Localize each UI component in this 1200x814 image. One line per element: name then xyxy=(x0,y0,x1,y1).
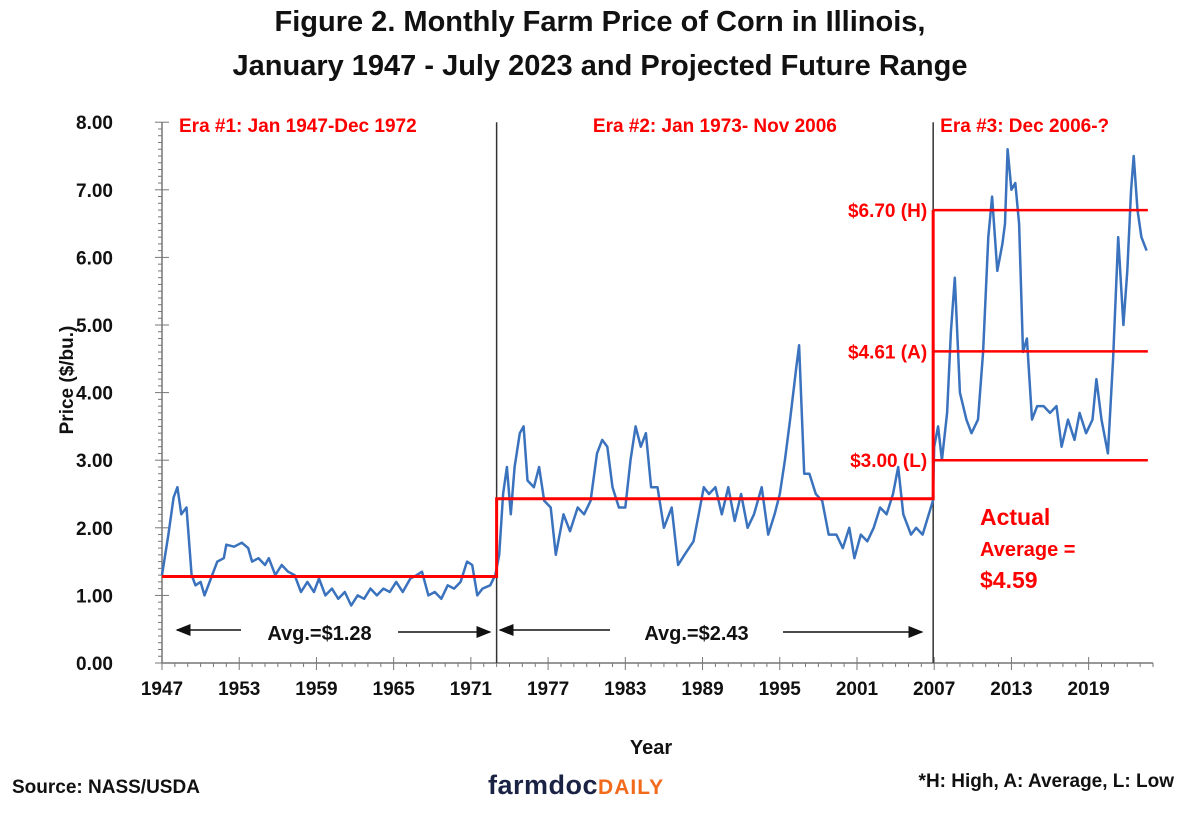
x-axis-label: Year xyxy=(630,737,672,759)
y-tick-label: 1.00 xyxy=(76,586,113,607)
x-tick-label: 1977 xyxy=(527,679,569,700)
y-tick-label: 6.00 xyxy=(76,248,113,269)
projected-range-label: $3.00 (L) xyxy=(850,451,927,472)
y-tick-label: 7.00 xyxy=(76,181,113,202)
projected-range-label: $6.70 (H) xyxy=(848,201,927,222)
y-tick-label: 3.00 xyxy=(76,451,113,472)
average-label: Avg.=$2.43 xyxy=(644,623,748,645)
farmdoc-daily-logo: farmdocDAILY xyxy=(488,770,665,800)
y-tick-label: 4.00 xyxy=(76,384,113,405)
y-tick-label: 5.00 xyxy=(76,316,113,337)
era-label: Era #3: Dec 2006-? xyxy=(940,116,1109,137)
era-label: Era #2: Jan 1973- Nov 2006 xyxy=(593,116,837,137)
actual-average-value: $4.59 xyxy=(980,567,1038,593)
x-tick-label: 2007 xyxy=(913,679,955,700)
projected-range-label: $4.61 (A) xyxy=(848,342,927,363)
price-series-line xyxy=(160,147,1148,607)
x-tick-label: 2013 xyxy=(990,679,1032,700)
y-axis-label: Price ($/bu.) xyxy=(57,326,78,435)
x-tick-label: 1953 xyxy=(218,679,260,700)
x-tick-label: 1947 xyxy=(141,679,183,700)
source-note: Source: NASS/USDA xyxy=(12,777,200,798)
legend-note: *H: High, A: Average, L: Low xyxy=(918,771,1174,792)
x-tick-label: 1995 xyxy=(759,679,802,700)
actual-average-line1: Actual xyxy=(980,504,1050,530)
x-tick-label: 2019 xyxy=(1067,679,1109,700)
chart-title: Figure 2. Monthly Farm Price of Corn in … xyxy=(274,6,926,38)
x-tick-label: 1959 xyxy=(295,679,337,700)
x-tick-label: 1965 xyxy=(373,679,416,700)
era-average-lines xyxy=(162,210,935,578)
actual-average-line2: Average = xyxy=(980,539,1075,561)
chart-subtitle: January 1947 - July 2023 and Projected F… xyxy=(232,50,968,82)
average-label: Avg.=$1.28 xyxy=(267,623,371,645)
era-label: Era #1: Jan 1947-Dec 1972 xyxy=(179,116,417,137)
x-tick-label: 2001 xyxy=(836,679,879,700)
y-tick-label: 2.00 xyxy=(76,519,113,540)
x-tick-label: 1983 xyxy=(604,679,646,700)
y-tick-label: 0.00 xyxy=(76,654,113,675)
x-tick-label: 1989 xyxy=(681,679,723,700)
x-tick-label: 1971 xyxy=(450,679,493,700)
y-tick-label: 8.00 xyxy=(76,113,113,134)
